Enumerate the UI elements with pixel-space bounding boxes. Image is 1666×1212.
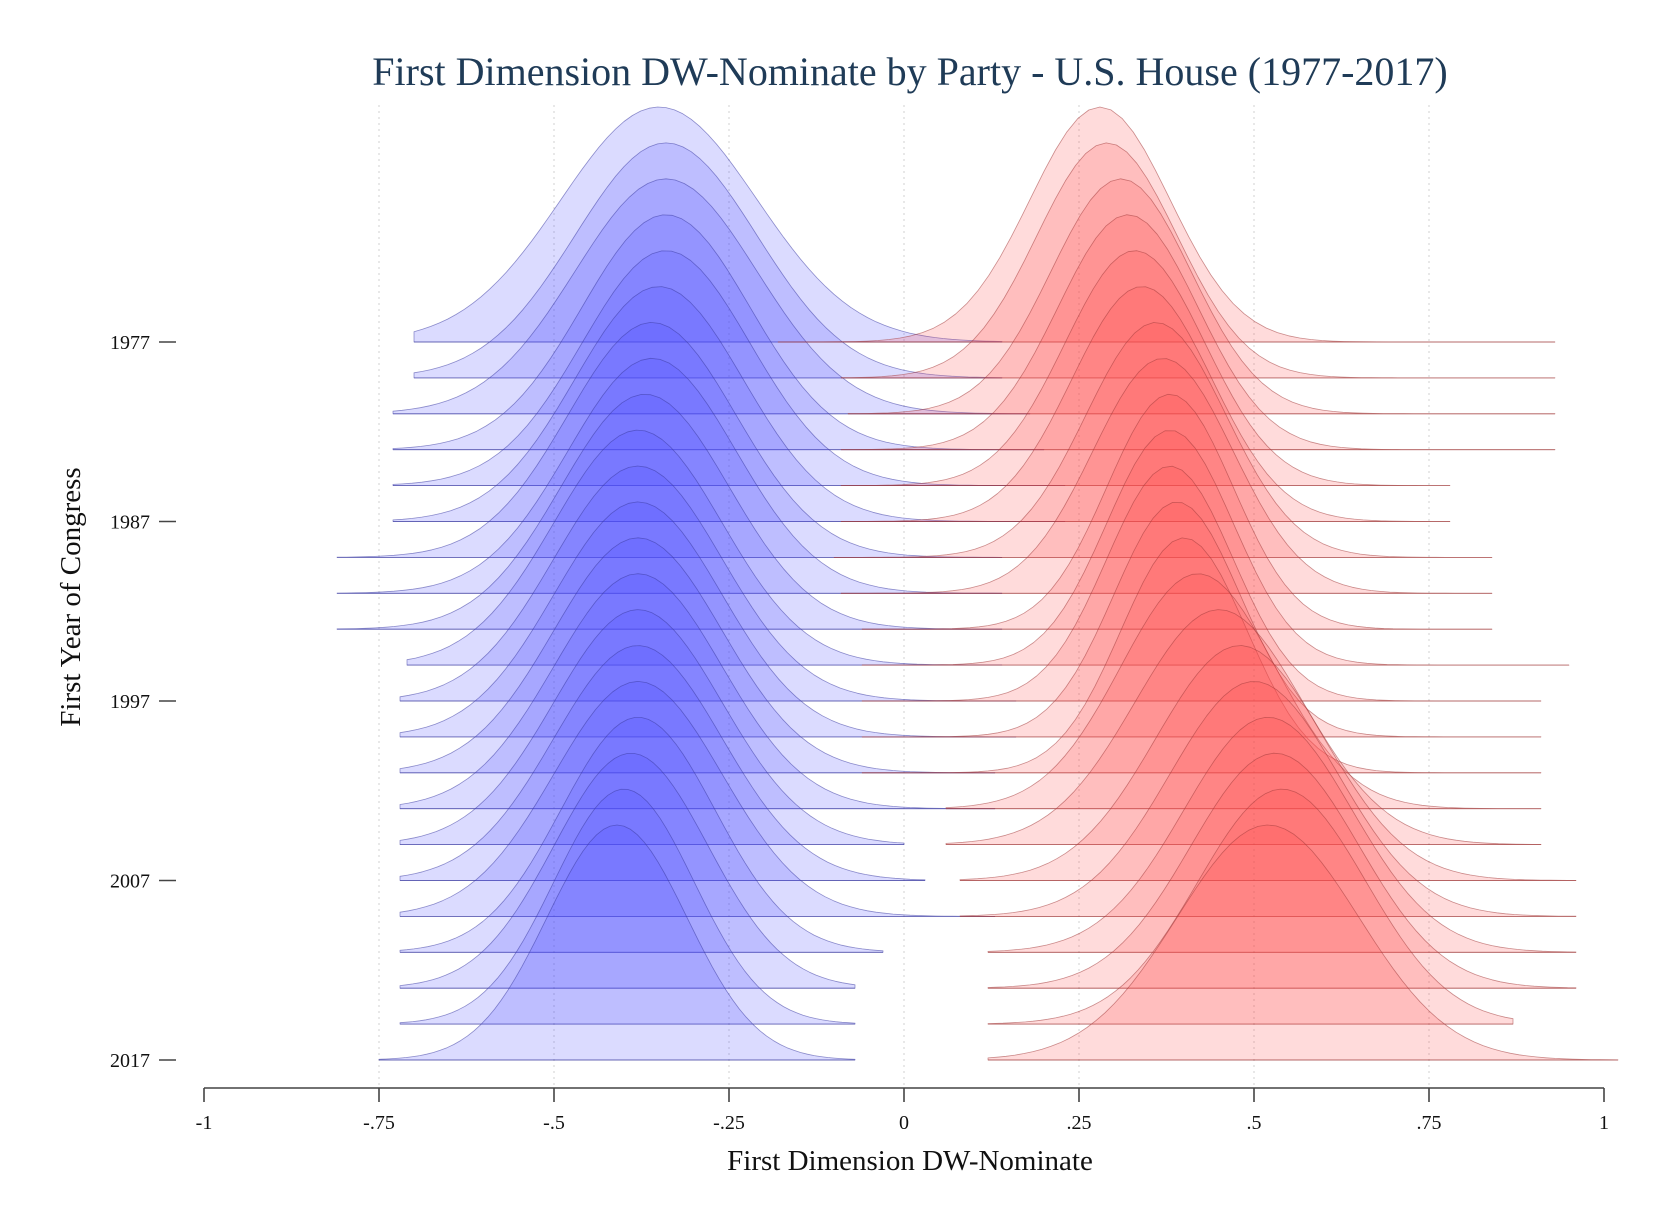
y-tick-label: 2007 <box>110 871 150 893</box>
republican-ridge <box>840 250 1451 486</box>
x-tick-label: .25 <box>1067 1112 1092 1134</box>
x-tick-label: -.75 <box>363 1112 395 1134</box>
y-tick-label: 1987 <box>110 512 150 534</box>
x-tick-label: -.25 <box>713 1112 745 1134</box>
x-tick-label: -.5 <box>543 1112 565 1134</box>
democrat-ridge <box>378 824 856 1061</box>
axes: -1 -.75 -.5 -.25 0 .25 .5 .75 1 1977 1987 1997 2007 2… <box>110 332 1609 1134</box>
democrat-ridge <box>399 717 884 953</box>
y-tick-label: 1977 <box>110 332 150 354</box>
democrat-ridge <box>399 645 926 881</box>
republican-ridge <box>840 358 1493 594</box>
x-tick-label: .75 <box>1417 1112 1442 1134</box>
democrat-ridge <box>399 537 996 774</box>
republican-ridge <box>840 286 1451 522</box>
gridlines <box>378 105 1430 1088</box>
democrat-ridge <box>413 142 1003 379</box>
democrat-ridge <box>406 429 1003 666</box>
democrat-ridges <box>336 106 1066 1061</box>
x-tick-label: -1 <box>196 1112 213 1134</box>
republican-ridge <box>833 322 1493 558</box>
republican-ridge <box>945 573 1542 810</box>
democrat-ridge <box>399 501 1017 738</box>
republican-ridge <box>987 752 1577 989</box>
democrat-ridge <box>336 322 1003 558</box>
x-tick-label: 1 <box>1599 1112 1609 1134</box>
republican-ridge <box>987 824 1619 1061</box>
y-axis-label: First Year of Congress <box>55 467 87 726</box>
democrat-ridge <box>399 465 1017 702</box>
democrat-ridge <box>336 357 1003 594</box>
republican-ridge <box>959 645 1577 881</box>
republican-ridge <box>987 788 1514 1025</box>
x-axis-label: First Dimension DW-Nominate <box>727 1145 1093 1177</box>
y-tick-label: 1997 <box>110 691 150 713</box>
republican-ridge <box>959 681 1577 917</box>
x-tick-label: 0 <box>899 1112 909 1134</box>
republican-ridge <box>987 717 1577 953</box>
chart-title: First Dimension DW-Nominate by Party - U… <box>372 49 1447 94</box>
democrat-ridge <box>399 609 905 845</box>
democrat-ridge <box>392 214 1045 451</box>
democrat-ridge <box>399 788 856 1025</box>
x-tick-label: .5 <box>1247 1112 1262 1134</box>
republican-ridges <box>777 106 1619 1061</box>
democrat-ridge <box>399 753 856 989</box>
democrat-ridge <box>399 681 996 917</box>
democrat-ridge <box>336 394 1003 630</box>
democrat-ridge <box>399 573 996 810</box>
y-tick-label: 2017 <box>110 1050 150 1072</box>
